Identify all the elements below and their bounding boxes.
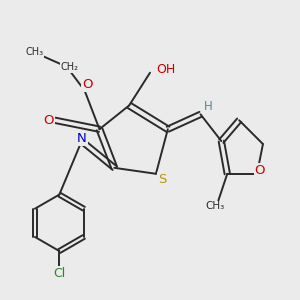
- Text: CH₂: CH₂: [61, 62, 79, 72]
- Text: OH: OH: [157, 63, 176, 76]
- Text: N: N: [77, 132, 86, 145]
- Text: CH₃: CH₃: [25, 47, 43, 57]
- Text: O: O: [255, 164, 265, 177]
- Text: O: O: [44, 114, 54, 127]
- Text: O: O: [82, 78, 93, 91]
- Text: CH₃: CH₃: [206, 202, 225, 212]
- Text: S: S: [158, 173, 166, 186]
- Text: Cl: Cl: [53, 267, 65, 280]
- Text: H: H: [204, 100, 212, 113]
